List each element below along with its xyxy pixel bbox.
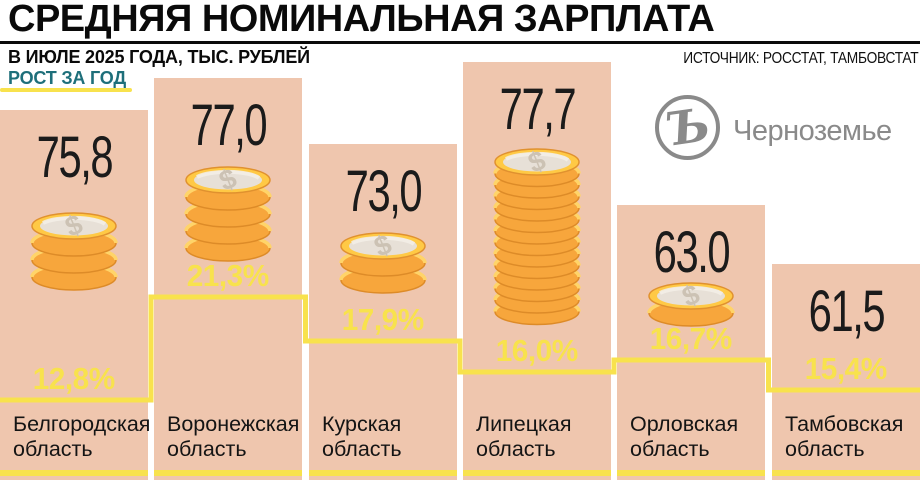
bar-value-label: 73,0 (345, 159, 422, 224)
bar-value-label: 77,7 (499, 77, 576, 142)
bar-growth-label: 15,4% (805, 351, 887, 386)
salary-bar: 61,5 15,4% Тамбовская область (772, 0, 920, 480)
chart-subtitle: В ИЮЛЕ 2025 ГОДА, ТЫС. РУБЛЕЙ (8, 47, 310, 67)
salary-bar: 77,7 $ 16,0% Липецкая область (463, 0, 611, 480)
salary-bar: 75,8 $ 12,8% Белгородская область (0, 0, 151, 480)
coin-stack-icon: $ (24, 208, 124, 298)
salary-bar: 63.0 $ 16,7% Орловская область (617, 0, 765, 480)
bar-bottom-stripe (463, 470, 611, 476)
bar-growth-label: 16,0% (496, 333, 578, 368)
bar-region-label: Тамбовская область (785, 412, 904, 461)
bar-value-label: 75,8 (36, 125, 113, 190)
bar-region-label: Курская область (322, 412, 402, 461)
bar-bottom-stripe (772, 470, 920, 476)
bar-growth-label: 17,9% (342, 302, 424, 337)
source-attribution: ИСТОЧНИК: РОССТАТ, ТАМБОВСТАТ (682, 50, 918, 67)
bar-region-label: Орловская область (630, 412, 739, 461)
bar-fill (154, 78, 302, 480)
bar-bottom-stripe (0, 470, 148, 476)
page-title: СРЕДНЯЯ НОМИНАЛЬНАЯ ЗАРПЛАТА (8, 0, 715, 40)
growth-legend-underline (0, 88, 132, 92)
bar-growth-label: 21,3% (187, 258, 269, 293)
bar-growth-label: 12,8% (33, 361, 115, 396)
bar-value-label: 61,5 (808, 279, 885, 344)
kommersant-logo-icon (655, 95, 720, 160)
title-rule (0, 41, 920, 44)
bar-bottom-stripe (617, 470, 765, 476)
bar-value-label: 77,0 (190, 93, 267, 158)
bar-value-label: 63.0 (653, 220, 730, 285)
bar-growth-label: 16,7% (650, 321, 732, 356)
publisher-name: Черноземье (733, 115, 892, 147)
growth-legend-label: РОСТ ЗА ГОД (8, 68, 126, 88)
coin-stack-icon: $ (333, 228, 433, 301)
bar-bottom-stripe (309, 470, 457, 476)
bar-region-label: Воронежская область (167, 412, 300, 461)
salary-bar: 73,0 $ 17,9% Курская область (309, 0, 457, 480)
bar-region-label: Белгородская область (13, 412, 151, 461)
salary-bar: 77,0 $ 21,3% Воронежская область (154, 0, 302, 480)
bar-region-label: Липецкая область (476, 412, 572, 461)
coin-stack-icon: $ (178, 162, 278, 269)
coin-stack-icon: $ (487, 144, 587, 333)
bar-bottom-stripe (154, 470, 302, 476)
